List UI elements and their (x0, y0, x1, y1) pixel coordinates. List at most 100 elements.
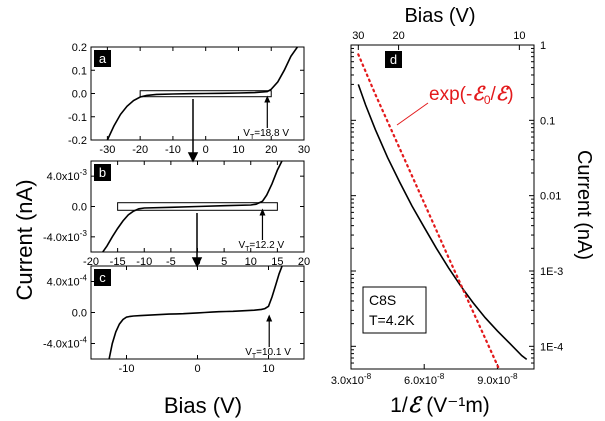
panel-d-top-xtick-label: 20 (392, 30, 404, 42)
panel-a-zoom-box (139, 90, 272, 98)
panel-b-threshold-label-sub: T (245, 246, 250, 253)
panel-b-zoom-box (117, 202, 278, 211)
panel-d-ytick-label: 0.1 (540, 115, 555, 127)
panel-a-label-box (94, 50, 111, 67)
panel-c-label-box (94, 269, 111, 286)
panel-a: -30 -20 -10 0 10 20 30 -0.2 -0.1 0.0 0.1 0.2 a VT=18.… (68, 42, 310, 156)
panel-b-threshold-label-value: =12.2 V (249, 240, 284, 251)
right-xlabel-symbol: ℰ (408, 394, 423, 417)
panel-a-xtick-label: -30 (99, 144, 115, 156)
panel-b-label: b (99, 165, 106, 180)
panel-b-xtick-label: -5 (166, 256, 176, 268)
panel-d-ytick-label: 0.01 (540, 191, 561, 203)
panel-a-xtick-label: 10 (232, 144, 244, 156)
panel-d-annotation-sub: 0 (484, 93, 491, 107)
panel-b: -20-15-10-505101520-4.0x10-30.04.0x10-3b… (43, 160, 310, 268)
left-ylabel: Current (nA) (12, 179, 37, 300)
panel-d-xtick-label: 3.0x10-8 (331, 372, 372, 387)
panel-d-xtick-label-mantissa: 3.0x10 (331, 375, 364, 387)
panel-b-xtick-label: -20 (83, 256, 99, 268)
right-xlabel: 1/ℰ (V⁻¹m) (390, 394, 490, 417)
panel-c-ytick-label-mantissa: -4.0x10 (43, 339, 80, 351)
panel-b-xtick-label: 10 (245, 256, 257, 268)
panel-c-xtick-label: -10 (119, 363, 135, 375)
panel-d-annotation-suffix: ) (507, 84, 513, 105)
connector-arrow-a-b-head (187, 152, 199, 163)
panel-c-ytick-label: 4.0x10-4 (47, 274, 88, 289)
panel-a-xtick-label: 20 (265, 144, 277, 156)
panel-d-info-box (362, 286, 427, 334)
panel-d-top-xtick-label: 10 (513, 30, 525, 42)
panel-b-ytick-label-mantissa: 4.0x10 (47, 171, 80, 183)
panel-d-annotation-symbol2: ℰ (496, 84, 510, 105)
panel-b-threshold-label-v: V (238, 240, 245, 251)
panel-c-threshold-label: VT=10.1 V (245, 347, 291, 360)
panel-d-annotation-prefix: exp(- (429, 84, 472, 105)
panel-a-xtick-label: 0 (203, 144, 209, 156)
panel-b-threshold-label: VT=12.2 V (238, 240, 284, 253)
panel-c-ytick-label: -4.0x10-4 (43, 336, 87, 351)
panel-a-ytick-label: 0.0 (72, 89, 87, 101)
panel-b-ytick-label: -4.0x10-3 (43, 229, 87, 244)
panel-d-annotation-symbol: ℰ (472, 84, 486, 105)
panel-c: -10 0 10-4.0x10-40.04.0x10-4 cVT=10.1 V (43, 265, 305, 375)
panel-c-label: c (99, 270, 106, 285)
panel-b-ytick-label-exponent: -3 (80, 229, 88, 238)
panel-b-xtick-label: -10 (136, 256, 152, 268)
right-xlabel-prefix: 1/ (390, 394, 408, 417)
panel-c-threshold-label-value: =10.1 V (256, 347, 291, 358)
panel-d-top-xtick-label: 30 (352, 30, 364, 42)
panel-c-xtick-label: 0 (194, 363, 200, 375)
panel-c-ytick-label-exponent: -4 (80, 274, 88, 283)
panel-d-xtick-label-mantissa: 6.0x10 (404, 375, 437, 387)
panel-d-xtick-label-exponent: -8 (437, 372, 445, 381)
connector-arrows (187, 99, 203, 268)
panel-a-ytick-label: 0.2 (72, 42, 87, 54)
panel-c-threshold-arrowhead (266, 314, 273, 322)
panel-b-threshold-arrowhead (259, 208, 266, 216)
panel-a-ytick-label: 0.1 (72, 65, 87, 77)
panel-d-xtick-label: 6.0x10-8 (404, 372, 445, 387)
panel-d-annotation-pointer (396, 102, 429, 126)
right-xlabel-suffix: (V⁻¹m) (420, 394, 489, 417)
right-ylabel: Current (nA) (573, 150, 595, 260)
panel-a-iv-curve (106, 47, 299, 140)
panel-a-threshold-label-v: V (243, 128, 250, 139)
panel-a-threshold-arrowhead (264, 95, 271, 103)
panel-d-xtick-label-exponent: -8 (510, 372, 518, 381)
panel-d-label: d (390, 52, 397, 67)
panel-d-label-box (385, 51, 402, 68)
panel-d-ytick-label: 1E-4 (540, 341, 563, 353)
panel-b-xtick-label: 20 (298, 256, 310, 268)
panel-c-ytick-label: 0.0 (72, 308, 87, 320)
panel-d-annotation-mid: / (491, 84, 497, 105)
panel-a-label: a (99, 51, 107, 66)
panel-d-exp-fit-line (357, 53, 501, 369)
panel-b-ytick-label: 0.0 (72, 202, 87, 214)
panel-c-iv-curve (108, 266, 283, 359)
panel-b-label-box (94, 164, 111, 181)
left-xlabel: Bias (V) (164, 393, 242, 418)
panel-a-threshold-label-sub: T (250, 134, 255, 141)
connector-arrow-b-c-head (191, 257, 203, 268)
panel-d-ytick-label: 1E-3 (540, 266, 563, 278)
panel-d-ytick-label: 1 (540, 40, 546, 52)
panel-c-threshold-label-sub: T (252, 353, 257, 360)
panel-a-xtick-label: -10 (165, 144, 181, 156)
panel-d-annotation: exp(-ℰ0/ℰ) (429, 84, 514, 107)
panel-b-xtick-label: 5 (221, 256, 227, 268)
panel-d-xtick-label-mantissa: 9.0x10 (477, 375, 510, 387)
panel-a-threshold-label: VT=18.8 V (243, 128, 289, 141)
panel-b-iv-curve (101, 161, 283, 252)
panel-d-xtick-label-exponent: -8 (364, 372, 372, 381)
panel-b-xtick-label: -15 (110, 256, 126, 268)
panel-c-ytick-label-exponent: -4 (80, 336, 88, 345)
panel-d-info-line: T=4.2K (369, 312, 415, 328)
right-top-xlabel: Bias (V) (404, 5, 475, 27)
panel-d-data-line (357, 84, 528, 361)
panel-c-threshold-label-v: V (245, 347, 252, 358)
panel-c-ytick-label-mantissa: 4.0x10 (47, 277, 80, 289)
panel-b-ytick-label-mantissa: -4.0x10 (43, 232, 80, 244)
panel-a-xtick-label: 30 (298, 144, 310, 156)
